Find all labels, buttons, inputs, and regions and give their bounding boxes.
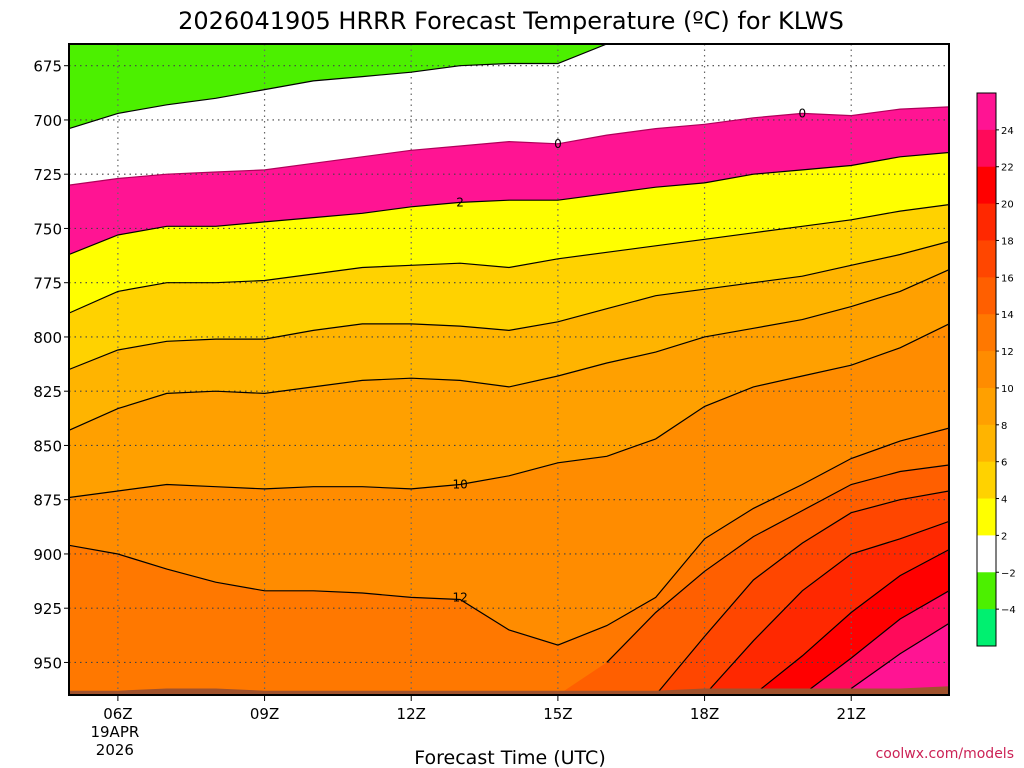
isotherm-0 xyxy=(69,106,949,186)
band-fill-24 xyxy=(69,623,949,695)
pressure-axis: 675 700 725 750 775 800 825 850 875 900 925 950 xyxy=(33,58,69,672)
contour-label-0: 0 xyxy=(554,137,562,151)
colorbar-label-11: 2 xyxy=(1001,531,1007,542)
isotherm-lines xyxy=(69,44,949,695)
isotherm-22 xyxy=(801,590,949,695)
contour-label-12: 12 xyxy=(452,590,467,604)
band-fill-16 xyxy=(69,491,949,695)
contour-label-10: 10 xyxy=(452,478,467,492)
y-tick-label-700: 700 xyxy=(33,112,62,130)
y-tick-label-775: 775 xyxy=(33,275,62,293)
colorbar-swatch-11 xyxy=(977,498,996,536)
isotherm-6 xyxy=(69,240,949,371)
temperature-fill-bands xyxy=(69,44,949,695)
colorbar-label-8: 8 xyxy=(1001,421,1007,432)
colorbar-swatch-7 xyxy=(977,351,996,389)
colorbar-label-9: 6 xyxy=(1001,458,1007,469)
colorbar-swatch-5 xyxy=(977,277,996,315)
y-tick-label-850: 850 xyxy=(33,437,62,455)
colorbar-label-4: 16 xyxy=(1001,273,1014,284)
colorbar-swatch-10 xyxy=(977,461,996,500)
y-tick-label-900: 900 xyxy=(33,546,62,564)
isotherm-4 xyxy=(69,204,949,314)
y-tick-label-800: 800 xyxy=(33,329,62,347)
x-tick-label-12Z: 12Z xyxy=(397,705,426,723)
isotherm-14 xyxy=(606,464,949,663)
isotherm-18 xyxy=(704,520,949,695)
isotherm-8 xyxy=(69,269,949,431)
colorbar-legend: 24 22 20 18 16 14 12 10 8 6 4 2 −2 −4 xyxy=(976,92,1016,647)
colorbar-label-5: 14 xyxy=(1001,310,1014,321)
y-tick-label-875: 875 xyxy=(33,492,62,510)
ground-surface xyxy=(69,686,949,695)
colorbar-swatch-1 xyxy=(977,129,996,168)
x-axis-label: Forecast Time (UTC) xyxy=(414,747,605,768)
colorbar-swatch-9 xyxy=(977,424,996,463)
x-year-label: 2026 xyxy=(96,741,134,759)
y-tick-label-950: 950 xyxy=(33,654,62,672)
y-tick-label-925: 925 xyxy=(33,600,62,618)
y-tick-label-825: 825 xyxy=(33,383,62,401)
isotherm--2 xyxy=(69,44,949,130)
contour-label-0: 0 xyxy=(799,106,807,120)
x-tick-label-15Z: 15Z xyxy=(543,705,572,723)
y-tick-label-725: 725 xyxy=(33,166,62,184)
x-tick-label-21Z: 21Z xyxy=(837,705,866,723)
colorbar-swatch-13 xyxy=(977,572,996,610)
colorbar-swatch-14 xyxy=(977,609,996,647)
isotherm-10 xyxy=(69,323,949,499)
isotherm-24 xyxy=(850,622,949,689)
colorbar-frame xyxy=(976,92,997,647)
ground-fill xyxy=(69,686,949,695)
colorbar-label-6: 12 xyxy=(1001,347,1014,358)
contour-labels: 0 0 2 10 12 xyxy=(452,106,807,604)
isotherm-16 xyxy=(655,490,949,695)
isotherm-20 xyxy=(753,549,949,695)
x-date-label: 19APR xyxy=(90,723,139,741)
colorbar-swatch-4 xyxy=(977,240,996,278)
colorbar-swatch-8 xyxy=(977,387,996,426)
gridlines xyxy=(69,44,949,695)
isotherm-2 xyxy=(69,151,949,256)
colorbar-swatch-2 xyxy=(977,166,996,205)
chart-title: 2026041905 HRRR Forecast Temperature (ºC… xyxy=(178,7,844,35)
colorbar-label-10: 4 xyxy=(1001,495,1007,506)
isotherm-12 xyxy=(69,427,949,646)
colorbar-label-0: 24 xyxy=(1001,126,1014,137)
colorbar-label-7: 10 xyxy=(1001,384,1014,395)
plot-frame xyxy=(68,43,950,696)
colorbar-label-2: 20 xyxy=(1001,200,1014,211)
colorbar-label-12: −2 xyxy=(1001,568,1016,579)
colorbar-swatch-12 xyxy=(977,535,996,573)
contour-label-2: 2 xyxy=(456,195,464,209)
colorbar-label-13: −4 xyxy=(1001,605,1016,616)
x-tick-label-09Z: 09Z xyxy=(250,705,279,723)
colorbar-swatch-6 xyxy=(977,314,996,352)
x-tick-label-06Z: 06Z xyxy=(103,705,132,723)
y-tick-label-750: 750 xyxy=(33,220,62,238)
colorbar-label-3: 18 xyxy=(1001,236,1014,247)
colorbar-swatch-3 xyxy=(977,203,996,241)
credit-text[interactable]: coolwx.com/models xyxy=(876,746,1014,762)
y-tick-label-675: 675 xyxy=(33,58,62,76)
colorbar-label-1: 22 xyxy=(1001,163,1014,174)
x-tick-label-18Z: 18Z xyxy=(690,705,719,723)
colorbar-swatch-0 xyxy=(977,93,996,131)
